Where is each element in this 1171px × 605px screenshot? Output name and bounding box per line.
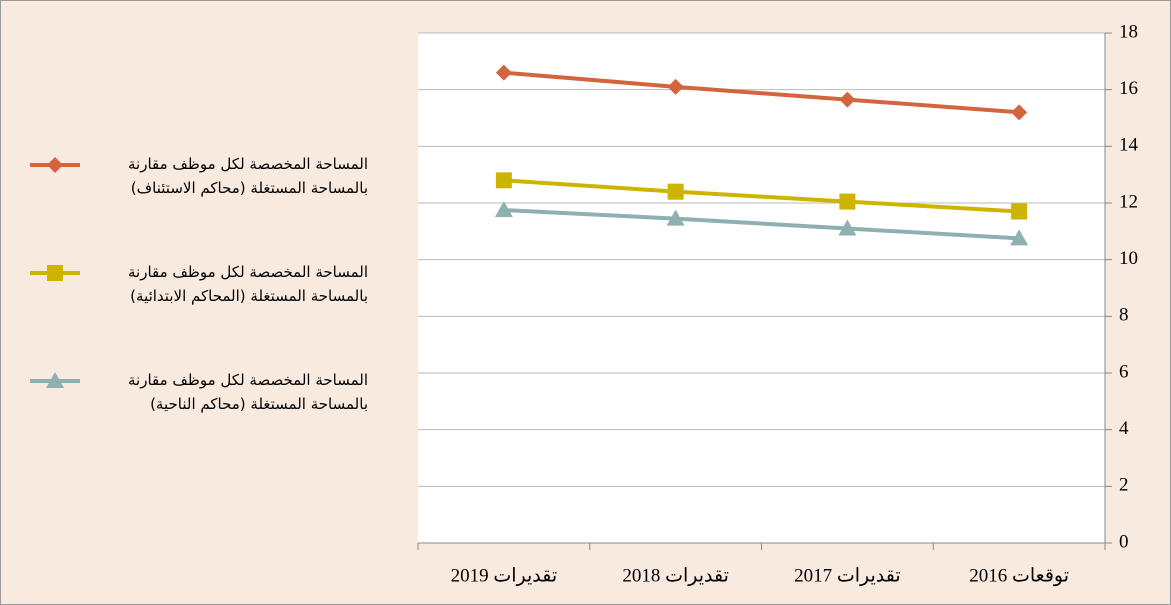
x-tick-label: تقديرات 2018 xyxy=(622,565,729,586)
legend-label: المساحة المخصصة لكل موظف مقارنة بالمساحة… xyxy=(127,371,368,413)
marker xyxy=(47,157,63,173)
marker xyxy=(1010,229,1029,246)
y-tick-label: 18 xyxy=(1119,21,1138,42)
legend-label: المساحة المخصصة لكل موظف مقارنة بالمساحة… xyxy=(127,263,368,305)
y-tick-label: 14 xyxy=(1119,135,1139,156)
marker xyxy=(666,209,685,226)
x-tick-label: تقديرات 2019 xyxy=(451,565,558,586)
plot-area xyxy=(418,33,1105,543)
marker xyxy=(494,201,513,218)
marker xyxy=(667,78,684,95)
marker xyxy=(1011,104,1028,121)
marker xyxy=(1011,203,1028,220)
line xyxy=(503,208,1020,241)
x-tick-label: توقعات 2016 xyxy=(969,565,1069,586)
y-tick-label: 0 xyxy=(1119,531,1129,552)
y-tick-label: 12 xyxy=(1119,191,1138,212)
marker xyxy=(838,219,857,236)
marker xyxy=(839,193,856,210)
line xyxy=(503,70,1020,115)
marker xyxy=(47,265,63,281)
x-tick-label: تقديرات 2017 xyxy=(794,565,901,586)
y-tick-label: 10 xyxy=(1119,248,1138,269)
y-tick-label: 2 xyxy=(1119,475,1129,496)
legend-label: المساحة المخصصة لكل موظف مقارنة بالمساحة… xyxy=(127,155,368,197)
marker xyxy=(667,183,684,200)
marker xyxy=(495,172,512,189)
marker xyxy=(839,91,856,108)
line xyxy=(503,178,1020,214)
marker xyxy=(495,64,512,81)
y-tick-label: 4 xyxy=(1119,418,1129,439)
y-tick-label: 16 xyxy=(1119,78,1138,99)
marker xyxy=(46,372,64,388)
y-tick-label: 8 xyxy=(1119,305,1129,326)
y-tick-label: 6 xyxy=(1119,361,1129,382)
